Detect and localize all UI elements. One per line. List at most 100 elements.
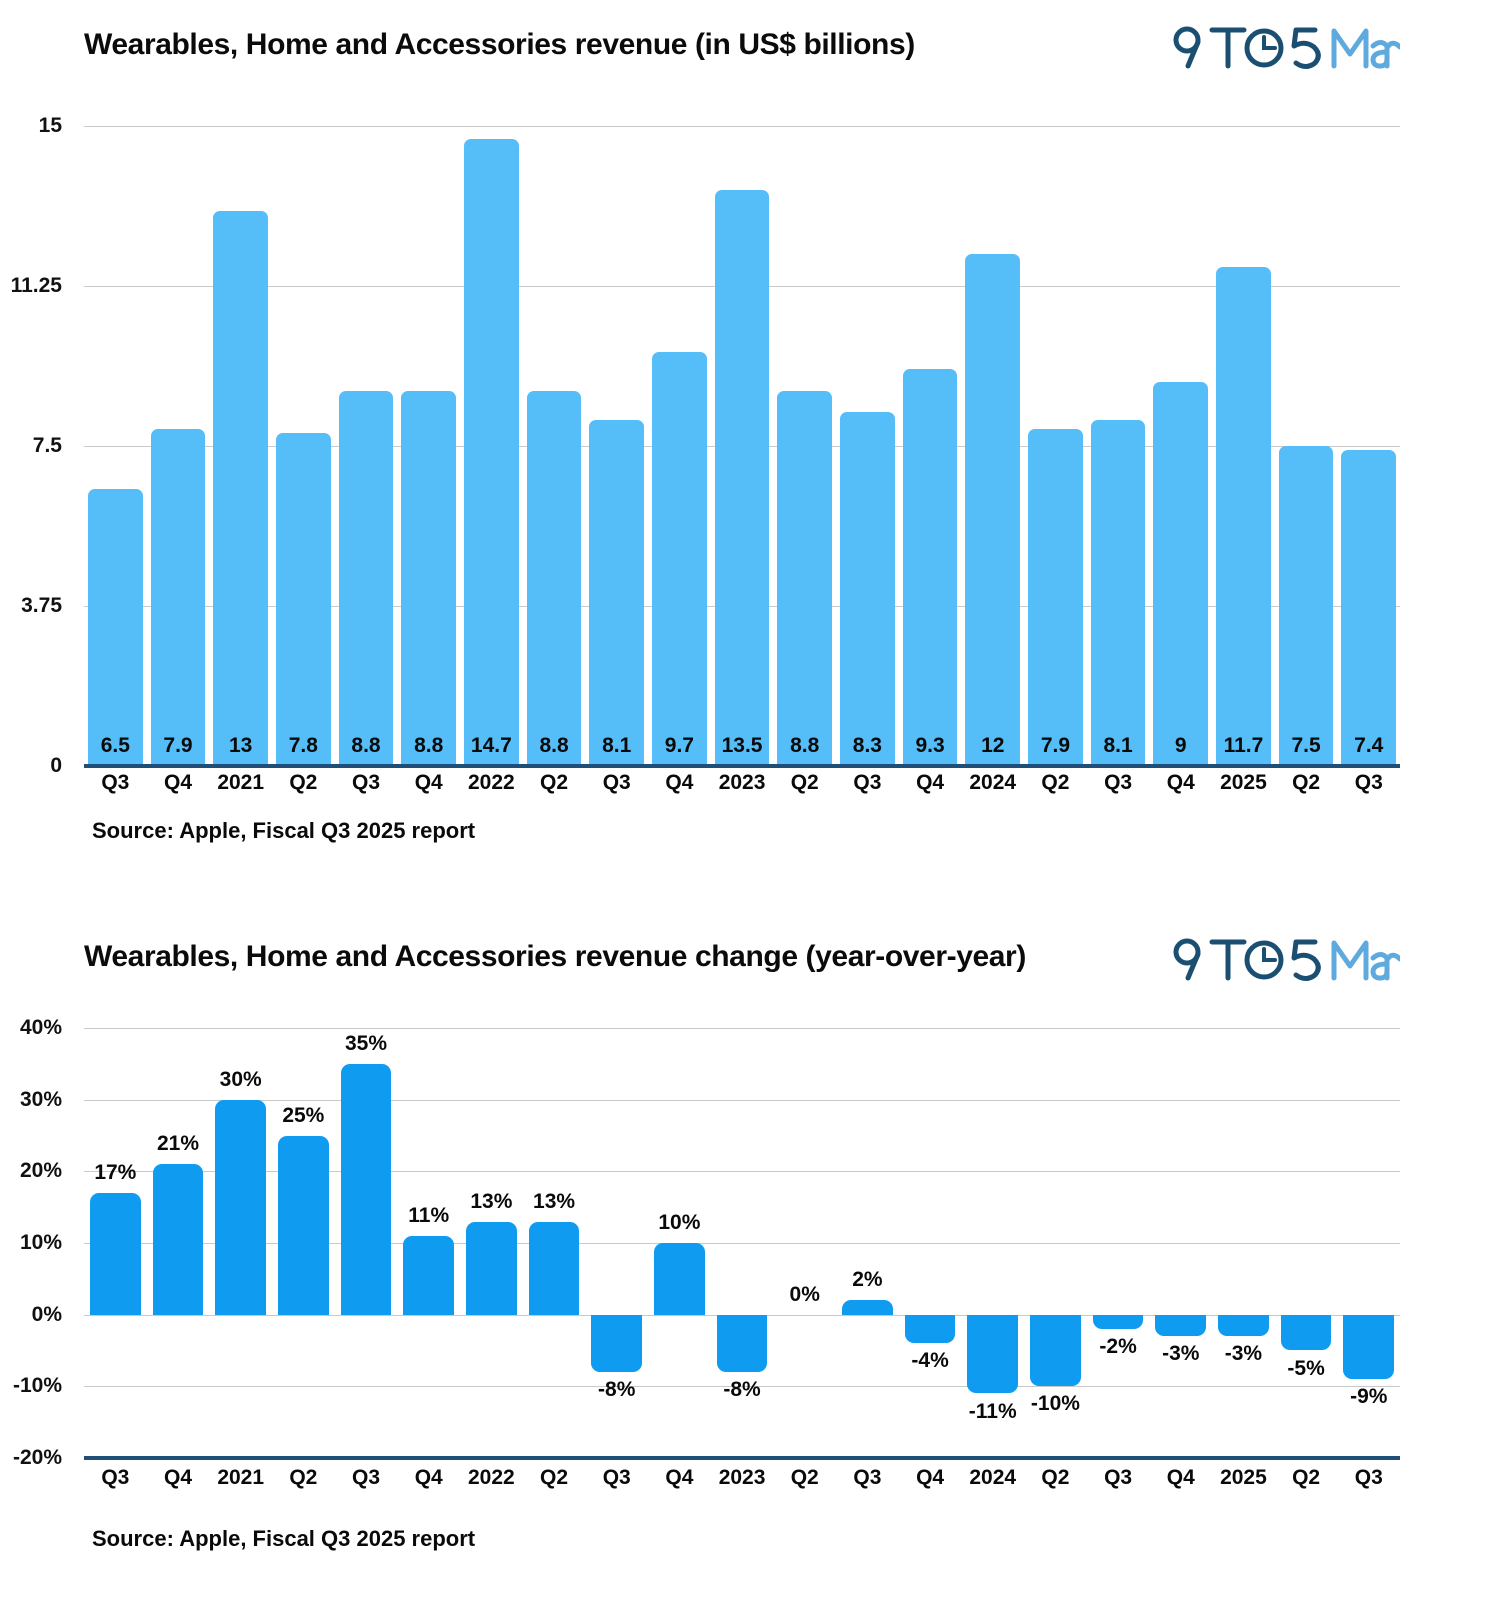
bar [215,1099,267,1315]
bar [340,1063,392,1315]
x-axis-tick-label: Q3 [602,1466,631,1489]
bar-slot: 13.5 [711,126,774,766]
y-axis-tick-label: -10% [12,1374,62,1398]
x-axis-tick-label: Q3 [1354,1466,1383,1489]
bar: 7.5 [1278,446,1334,766]
bar: 8.8 [338,390,394,766]
bar-value-label: 9 [1174,734,1187,757]
source-note-top: Source: Apple, Fiscal Q3 2025 report [92,818,476,843]
revenue-change-chart-section: Wearables, Home and Accessories revenue … [0,938,1500,1551]
bar [152,1164,204,1315]
x-axis-tick-label: Q4 [164,771,193,794]
x-axis-tick-label: Q2 [1292,1466,1321,1489]
x-axis-tick-label: Q3 [352,1466,381,1489]
y-axis-tick-label: -20% [12,1446,62,1469]
bar: 8.8 [777,390,833,766]
bar [466,1221,517,1315]
bar: 7.9 [150,428,206,766]
bar: 9.7 [652,352,707,766]
bar-value-label: 6.5 [100,734,130,757]
y-axis-tick-label: 40% [19,1016,62,1039]
bar-slot: 10% [648,1028,711,1458]
bar-value-label: 9.7 [664,734,694,757]
x-axis-tick-label: Q4 [665,1466,694,1489]
bar [1030,1314,1081,1387]
x-axis-tick-label: Q3 [1104,771,1133,794]
x-axis-tick-label: Q3 [602,771,631,794]
bar-series-top: 6.5 7.9 13 7.8 8.8 8.8 14.7 8.8 8.1 9.7 13.5 8.8 8.3… [84,126,1400,766]
bar-value-label: 11.7 [1223,734,1264,757]
x-axis-tick-label: Q2 [289,1466,318,1489]
bar-value-label: 21% [156,1132,200,1156]
bar-value-label: 7.9 [1040,734,1071,757]
bar-value-label: -11% [968,1399,1017,1423]
bar [967,1314,1019,1394]
bar-value-label: 17% [94,1160,137,1184]
bar: 8.3 [840,411,895,766]
bar-slot: 13% [460,1028,523,1458]
bar: 8.1 [589,420,645,766]
bar [654,1243,705,1315]
x-axis-tick-label: Q4 [414,1466,443,1489]
y-axis-tick-label: 0% [31,1302,62,1326]
x-axis-tick-label: 2022 [468,1466,515,1489]
bar-value-label: 8.3 [852,734,882,757]
bar: 9.3 [902,369,958,766]
9to5mac-logo-secondary [1168,932,1400,988]
x-axis-tick-label: Q4 [665,771,694,794]
bar-slot: -5% [1275,1028,1338,1458]
bar-slot: 2% [836,1028,899,1458]
bar-value-label: -5% [1287,1356,1325,1380]
bar-slot: 7.9 [1024,126,1087,766]
bar-slot: -4% [899,1028,962,1458]
bar-slot: 11% [397,1028,460,1458]
bar-value-label: 7.4 [1354,734,1384,757]
bar: 13 [213,211,269,766]
bar-slot: -11% [961,1028,1024,1458]
bar-slot: 8.8 [523,126,586,766]
bar-slot: 13% [523,1028,586,1458]
x-axis-tick-label: Q3 [101,1466,130,1489]
bar-series-bottom: 17% 21% 30% 25% 35% 11% 13% 13% -8% 10% -8% 0% 2% -4%… [84,1028,1400,1458]
x-axis-tick-label: Q4 [164,1466,193,1489]
x-axis-tick-label: Q3 [352,771,381,794]
y-axis-tick-label: 0 [50,754,62,777]
x-axis-tick-label: Q2 [790,771,819,794]
bar-value-label: 10% [658,1211,701,1234]
bar: 13.5 [714,190,770,766]
bar-slot: 8.1 [1087,126,1150,766]
x-axis-tick-label: Q2 [289,771,318,794]
bar-value-label: 9.3 [915,734,945,757]
bar [1092,1314,1144,1329]
x-axis-tick-label: Q2 [540,1466,569,1489]
bar-slot: 9.7 [648,126,711,766]
revenue-plot-area: 0 3.75 7.5 11.25 15 6.5 7.9 13 7.8 8.8 8.8 14.7 8.8… [11,114,1400,794]
y-axis-tick-label: 15 [38,114,62,137]
bar: 12 [965,254,1021,766]
x-axis-tick-label: 2025 [1220,771,1267,794]
bar-slot: 12 [961,126,1024,766]
bar-value-label: 8.1 [602,734,632,757]
bar [1280,1314,1332,1351]
x-axis-tick-label: Q3 [853,1466,882,1489]
bar-slot: 8.1 [585,126,648,766]
bar-slot: -9% [1337,1028,1400,1458]
bar-slot: -3% [1149,1028,1212,1458]
chart-title-bottom: Wearables, Home and Accessories revenue … [84,940,1026,973]
bar-slot: -8% [711,1028,774,1458]
bar: 14.7 [464,138,519,766]
bar: 8.1 [1090,420,1146,766]
bar-slot: 17% [84,1028,147,1458]
x-axis-tick-label: 2021 [217,1466,265,1489]
bar-value-label: -3% [1224,1342,1263,1366]
bar-slot: -8% [585,1028,648,1458]
x-axis-tick-label: 2022 [468,771,515,794]
bar-value-label: 11% [408,1203,450,1227]
y-axis-tick-label: 3.75 [21,594,62,617]
x-axis-tick-label: Q2 [790,1466,819,1489]
bar-value-label: -8% [723,1378,761,1401]
page-title: Wearables, Home and Accessories revenue … [84,28,915,61]
chart-header-top: Wearables, Home and Accessories revenue … [0,26,1500,90]
revenue-chart-section: Wearables, Home and Accessories revenue … [0,26,1500,843]
bar-value-label: 14.7 [470,734,512,757]
